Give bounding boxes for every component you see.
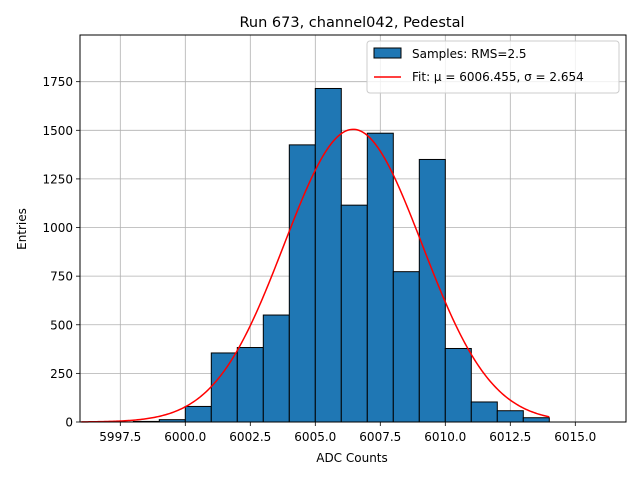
histogram-bar (496, 410, 524, 423)
legend-box (366, 40, 620, 94)
y-tick-label: 750 (50, 270, 73, 284)
legend-fit-label: Fit: μ = 6006.455, σ = 2.654 (412, 70, 584, 84)
x-axis-ticks: 5997.5 6000.0 6002.5 6005.0 6007.5 6010.0 6012… (99, 422, 596, 444)
histogram-bar (184, 405, 212, 423)
x-tick-label: 6000.0 (164, 430, 206, 444)
histogram-bars (132, 87, 550, 423)
histogram-bar (470, 401, 498, 423)
y-tick-label: 1500 (42, 124, 73, 138)
histogram-bar (288, 144, 316, 423)
x-axis-label: ADC Counts (316, 451, 388, 465)
histogram-bar (262, 314, 290, 423)
legend-samples-swatch (373, 47, 402, 59)
y-tick-label: 1000 (42, 221, 73, 235)
legend-samples-label: Samples: RMS=2.5 (412, 47, 527, 61)
histogram-bar (236, 347, 264, 423)
histogram-bar (522, 417, 550, 423)
histogram-bar (444, 347, 472, 423)
x-tick-label: 6002.5 (229, 430, 271, 444)
y-tick-label: 250 (50, 367, 73, 381)
x-tick-label: 6007.5 (359, 430, 401, 444)
x-tick-label: 6005.0 (294, 430, 336, 444)
y-axis-ticks: 0 250 500 750 1000 1250 1500 1750 (42, 75, 80, 430)
x-tick-label: 5997.5 (99, 430, 141, 444)
histogram-bar (366, 132, 394, 423)
y-axis-label: Entries (15, 208, 29, 250)
histogram-bar (392, 271, 420, 423)
fit-curve-group (81, 128, 550, 423)
chart-title: Run 673, channel042, Pedestal (239, 15, 464, 31)
legend: Samples: RMS=2.5 Fit: μ = 6006.455, σ = … (366, 40, 620, 94)
histogram-bar (314, 87, 342, 423)
y-tick-label: 1250 (42, 172, 73, 186)
histogram-bar (340, 204, 368, 423)
x-tick-label: 6010.0 (424, 430, 466, 444)
plot-frame (79, 34, 627, 423)
x-tick-label: 6015.0 (554, 430, 596, 444)
histogram-bar (418, 158, 446, 423)
y-tick-label: 0 (65, 416, 73, 430)
y-tick-label: 500 (50, 318, 73, 332)
histogram-bar (210, 352, 238, 423)
x-tick-label: 6012.5 (489, 430, 531, 444)
y-tick-label: 1750 (42, 75, 73, 89)
gaussian-fit-line (81, 128, 550, 423)
